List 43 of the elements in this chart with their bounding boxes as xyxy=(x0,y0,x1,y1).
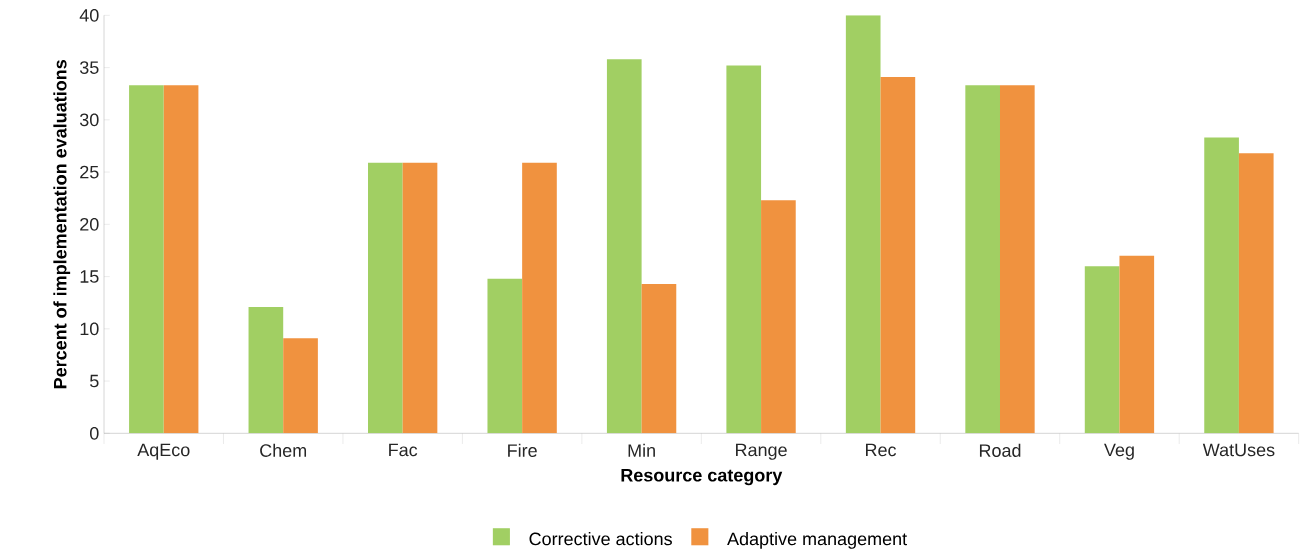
bar xyxy=(761,200,796,434)
y-tick-label: 35 xyxy=(79,61,99,75)
bar xyxy=(1238,153,1274,434)
bar xyxy=(606,59,642,434)
x-tick-label: WatUses xyxy=(1202,443,1275,457)
x-tick-label: Veg xyxy=(1104,443,1134,461)
legend-label: Corrective actions xyxy=(529,532,672,546)
y-tick-label: 25 xyxy=(80,165,99,179)
y-tick-label: 5 xyxy=(90,374,99,388)
bar xyxy=(1119,255,1155,434)
y-axis-title: Percent of implementation evaluations xyxy=(53,60,71,389)
x-tick-label: Min xyxy=(628,443,655,457)
bar xyxy=(487,278,523,434)
x-axis-title: Resource category xyxy=(621,469,783,486)
bar xyxy=(880,77,916,434)
x-tick-label: Fire xyxy=(508,443,537,458)
bar xyxy=(283,338,318,434)
x-tick-label: Range xyxy=(736,443,787,461)
bar xyxy=(1204,137,1239,434)
y-tick-label: 15 xyxy=(80,270,99,284)
bar xyxy=(368,162,403,434)
y-tick-label: 30 xyxy=(79,113,99,127)
bar xyxy=(163,85,199,434)
bar xyxy=(845,15,881,434)
x-tick-label: Fac xyxy=(389,443,418,457)
bar xyxy=(641,284,677,434)
y-tick-label: 40 xyxy=(79,9,99,22)
bar xyxy=(129,85,164,434)
y-tick-label: 10 xyxy=(80,322,99,336)
bar xyxy=(965,85,1000,434)
bar xyxy=(1084,266,1120,434)
x-tick-label: Road xyxy=(979,443,1021,458)
x-tick-label: Chem xyxy=(260,443,307,458)
x-tick-label: AqEco xyxy=(137,443,190,461)
x-tick-label: Rec xyxy=(866,443,897,457)
bar xyxy=(248,307,284,434)
y-tick-label: 20 xyxy=(80,218,99,231)
bar xyxy=(726,65,762,434)
bar xyxy=(402,162,438,434)
bar xyxy=(999,85,1035,434)
bar xyxy=(522,162,557,434)
legend-label: Adaptive management xyxy=(727,532,907,550)
y-tick-label: 0 xyxy=(90,427,99,440)
